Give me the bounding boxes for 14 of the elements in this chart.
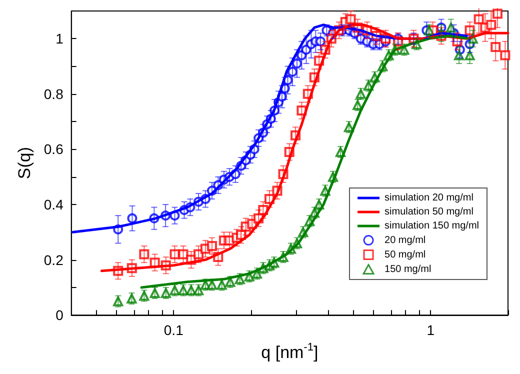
legend-label: 20 mg/ml — [384, 234, 426, 246]
y-tick-label: 0.4 — [44, 196, 64, 213]
y-tick-label: 0.8 — [44, 86, 64, 102]
legend-label: 50 mg/ml — [384, 249, 426, 260]
y-tick-label: 1 — [56, 30, 64, 47]
y-tick-label: 0 — [56, 307, 64, 324]
legend-label: 150 mg/ml — [384, 264, 432, 275]
y-axis-title: S(q) — [15, 146, 34, 180]
x-tick-label: 0.1 — [164, 322, 184, 338]
y-tick-label: 0.6 — [44, 141, 64, 158]
legend-label: simulation 50 mg/ml — [384, 206, 474, 218]
y-tick-label: 0.2 — [44, 252, 64, 268]
legend-label: simulation 20 mg/ml — [384, 192, 474, 204]
legend-label: simulation 150 mg/ml — [384, 220, 479, 232]
